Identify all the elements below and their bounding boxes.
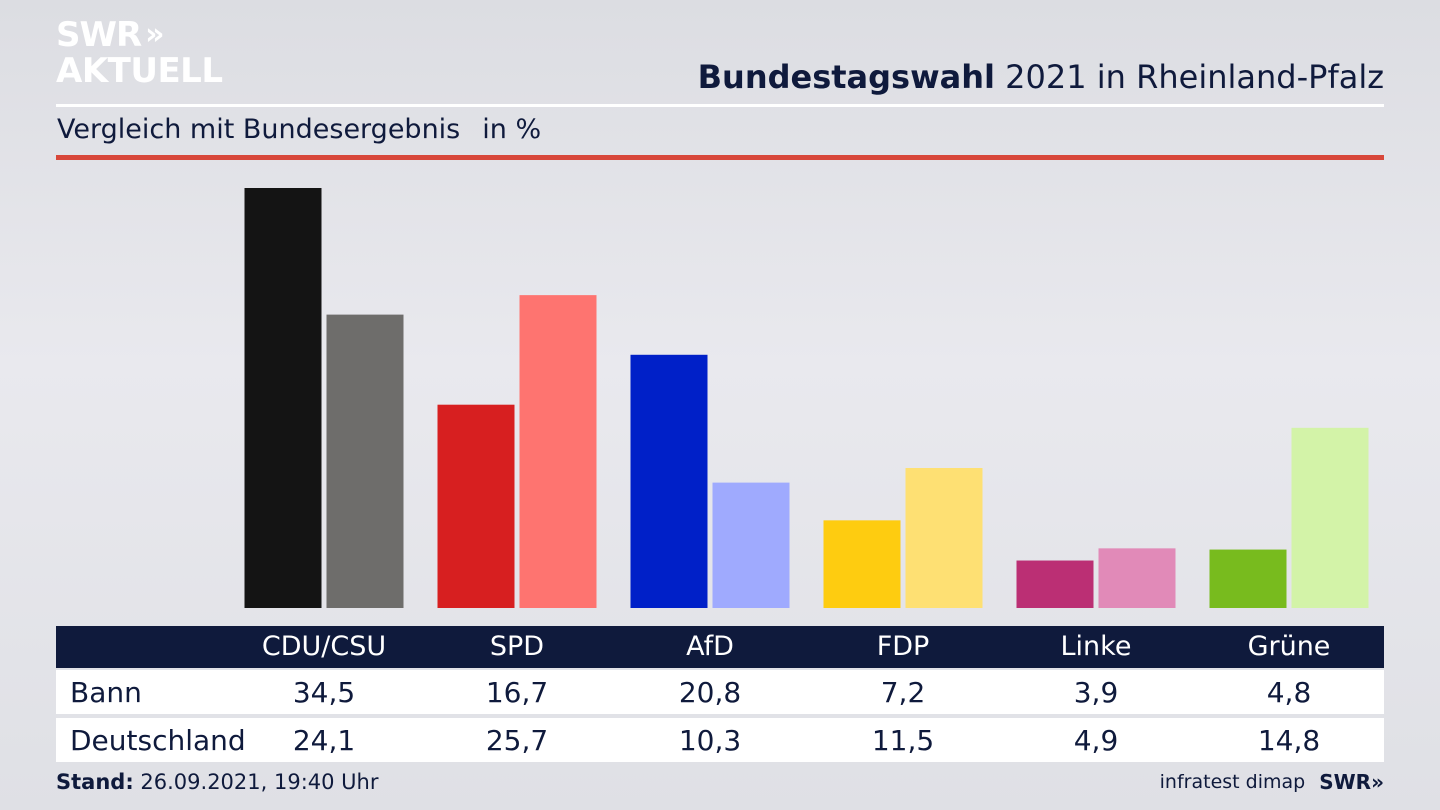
value-spd-bann: 16,7 — [485, 676, 549, 709]
bar-linke-deutschland — [1098, 548, 1176, 608]
bar-cdu-csu-deutschland — [326, 314, 404, 608]
value-afd-bann: 20,8 — [678, 676, 742, 709]
bar-gr-ne-bann — [1209, 549, 1287, 608]
bar-linke-bann — [1016, 560, 1094, 608]
bar-fdp-deutschland — [905, 468, 983, 608]
chart-subtitle: Vergleich mit Bundesergebnis in % — [57, 114, 541, 145]
value-linke-bann: 3,9 — [1073, 676, 1119, 709]
bar-afd-deutschland — [712, 482, 790, 608]
source-text: infratest dimap — [1159, 771, 1306, 793]
subtitle-text: Vergleich mit Bundesergebnis — [57, 114, 461, 145]
subtitle-divider — [56, 155, 1384, 160]
column-header-spd: SPD — [489, 631, 545, 662]
chart-title: Bundestagswahl 2021 in Rheinland-Pfalz — [698, 58, 1384, 96]
swr-aktuell-logo: SWR» AKTUELL — [56, 18, 223, 88]
bar-fdp-bann — [823, 520, 901, 608]
chart-title-rest: 2021 in Rheinland-Pfalz — [995, 58, 1384, 96]
value-fdp-bann: 7,2 — [880, 676, 926, 709]
header-divider — [56, 104, 1384, 107]
unit-label: in % — [482, 114, 542, 145]
bar-spd-bann — [437, 404, 515, 608]
logo-aktuell-text: AKTUELL — [56, 51, 223, 91]
logo-swr-text: SWR — [56, 15, 142, 55]
table-row-deutschland: Deutschland 24,1 25,7 10,3 11,5 4,9 14,8 — [56, 718, 1384, 762]
value-cdu-csu-deutschland: 24,1 — [292, 724, 356, 757]
value-linke-deutschland: 4,9 — [1073, 724, 1119, 757]
stand-value: 26.09.2021, 19:40 Uhr — [133, 770, 379, 794]
column-header-linke: Linke — [1060, 631, 1132, 662]
value-fdp-deutschland: 11,5 — [871, 724, 935, 757]
bar-afd-bann — [630, 354, 708, 608]
bar-gr-ne-deutschland — [1291, 427, 1369, 608]
timestamp: Stand: 26.09.2021, 19:40 Uhr — [56, 770, 379, 794]
bar-spd-deutschland — [519, 295, 597, 608]
value-cdu-csu-bann: 34,5 — [292, 676, 356, 709]
value-spd-deutschland: 25,7 — [485, 724, 549, 757]
stand-label: Stand: — [56, 770, 134, 794]
table-row-bann: Bann 34,5 16,7 20,8 7,2 3,9 4,8 — [56, 670, 1384, 714]
value-gr-ne-deutschland: 14,8 — [1257, 724, 1321, 757]
column-header-gr-ne: Grüne — [1247, 631, 1331, 662]
value-afd-deutschland: 10,3 — [678, 724, 742, 757]
column-header-cdu-csu: CDU/CSU — [261, 631, 387, 662]
value-gr-ne-bann: 4,8 — [1266, 676, 1312, 709]
row-label-deutschland: Deutschland — [70, 724, 246, 757]
row-label-bann: Bann — [70, 676, 142, 709]
swr-brand-icon: SWR» — [1319, 770, 1384, 794]
source-credit: infratest dimap SWR» — [1160, 770, 1384, 794]
column-header-fdp: FDP — [876, 631, 930, 662]
bar-cdu-csu-bann — [244, 188, 322, 608]
chart-title-bold: Bundestagswahl — [697, 58, 995, 96]
table-header-row: CDU/CSU SPD AfD FDP Linke Grüne — [56, 626, 1384, 668]
results-table: CDU/CSU SPD AfD FDP Linke Grüne Bann 34,5 16,7… — [56, 626, 1384, 762]
column-header-afd: AfD — [686, 631, 734, 662]
